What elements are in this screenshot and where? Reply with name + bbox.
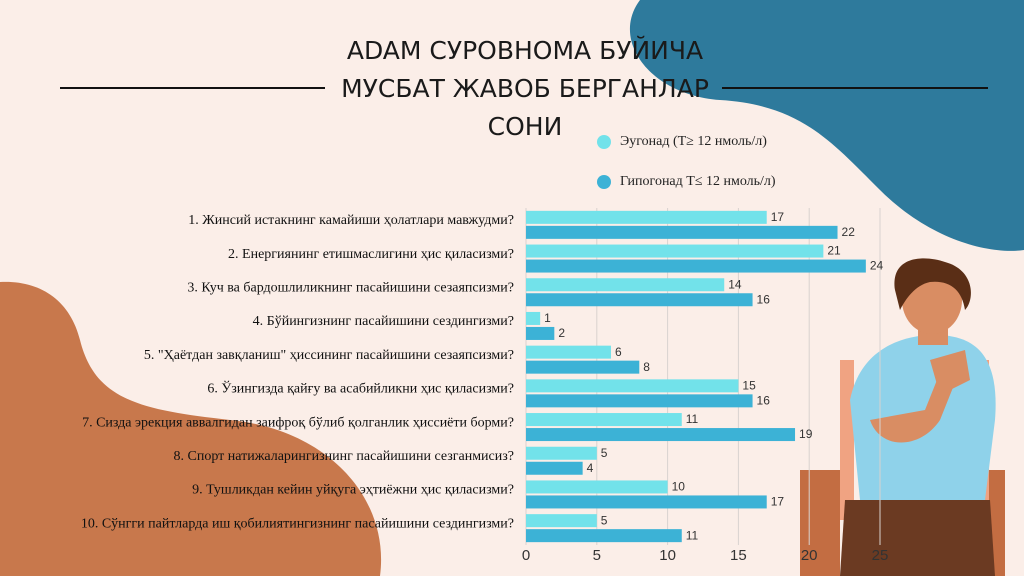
bar (526, 413, 682, 427)
x-tick-label: 15 (730, 547, 747, 564)
bar (526, 293, 753, 307)
bar (526, 244, 824, 258)
bar (526, 529, 682, 543)
category-label: 8. Спорт натижаларингизнинг пасайишини с… (174, 449, 515, 464)
bar (526, 495, 767, 509)
value-label: 2 (558, 326, 565, 340)
value-label: 10 (672, 480, 686, 494)
legend-swatch (597, 135, 611, 149)
value-label: 11 (686, 528, 699, 542)
title-line: СОНИ (488, 112, 563, 141)
bar (526, 480, 668, 494)
value-label: 21 (827, 244, 841, 258)
value-label: 6 (615, 345, 622, 359)
x-tick-label: 25 (872, 547, 889, 564)
value-label: 1 (544, 311, 551, 325)
bar (526, 394, 753, 408)
value-label: 19 (799, 427, 813, 441)
legend-swatch (597, 175, 611, 189)
x-tick-label: 0 (522, 547, 530, 564)
value-label: 5 (601, 513, 608, 527)
title-line: ADAM СУРОВНОМА БУЙИЧА (347, 36, 703, 65)
x-tick-label: 5 (593, 547, 601, 564)
category-label: 7. Сизда эрекция аввалгидан заифроқ бўли… (82, 415, 514, 430)
bar (526, 259, 866, 273)
value-label: 24 (870, 259, 884, 273)
value-label: 11 (686, 412, 699, 426)
value-label: 4 (587, 461, 594, 475)
legend-label: Гипогонад T≤ 12 нмоль/л) (620, 174, 776, 189)
bar (526, 345, 611, 359)
value-label: 8 (643, 360, 650, 374)
category-label: 10. Сўнгги пайтларда иш қобилиятингизнин… (81, 516, 514, 531)
bar (526, 278, 725, 292)
bar (526, 379, 739, 393)
bar (526, 311, 541, 325)
category-label: 1. Жинсий истакнинг камайиши ҳолатлари м… (188, 213, 514, 228)
value-label: 22 (842, 225, 856, 239)
category-label: 9. Тушликдан кейин уйқуга эҳтиёжни ҳис қ… (192, 483, 514, 498)
x-tick-label: 10 (659, 547, 676, 564)
value-label: 16 (757, 292, 771, 306)
value-label: 17 (771, 210, 785, 224)
bar (526, 225, 838, 239)
bar (526, 514, 597, 528)
value-label: 5 (601, 446, 608, 460)
value-label: 17 (771, 495, 785, 509)
bar (526, 428, 796, 442)
value-label: 16 (757, 394, 771, 408)
value-label: 15 (742, 379, 756, 393)
x-tick-label: 20 (801, 547, 818, 564)
orange-blob (0, 281, 382, 576)
person (800, 258, 1005, 576)
category-label: 6. Ўзингизда қайғу ва асабийликни ҳис қи… (207, 380, 514, 397)
value-label: 14 (728, 277, 742, 291)
bar (526, 446, 597, 460)
category-label: 2. Енергиянинг етишмаслигини ҳис қиласиз… (228, 247, 514, 262)
bar (526, 326, 555, 340)
bar (526, 210, 767, 224)
teal-blob (629, 0, 1024, 251)
bar (526, 461, 583, 475)
legend-label: Эугонад (T≥ 12 нмоль/л) (620, 134, 767, 149)
category-label: 5. "Ҳаётдан завқланиш" ҳиссининг пасайиш… (144, 348, 514, 363)
category-label: 3. Куч ва бардошлиликнинг пасайишини сез… (187, 280, 514, 295)
category-label: 4. Бўйингизнинг пасайишини сездингизми? (253, 314, 514, 329)
title-line: МУСБАТ ЖАВОБ БЕРГАНЛАР (341, 74, 709, 103)
bar (526, 360, 640, 374)
